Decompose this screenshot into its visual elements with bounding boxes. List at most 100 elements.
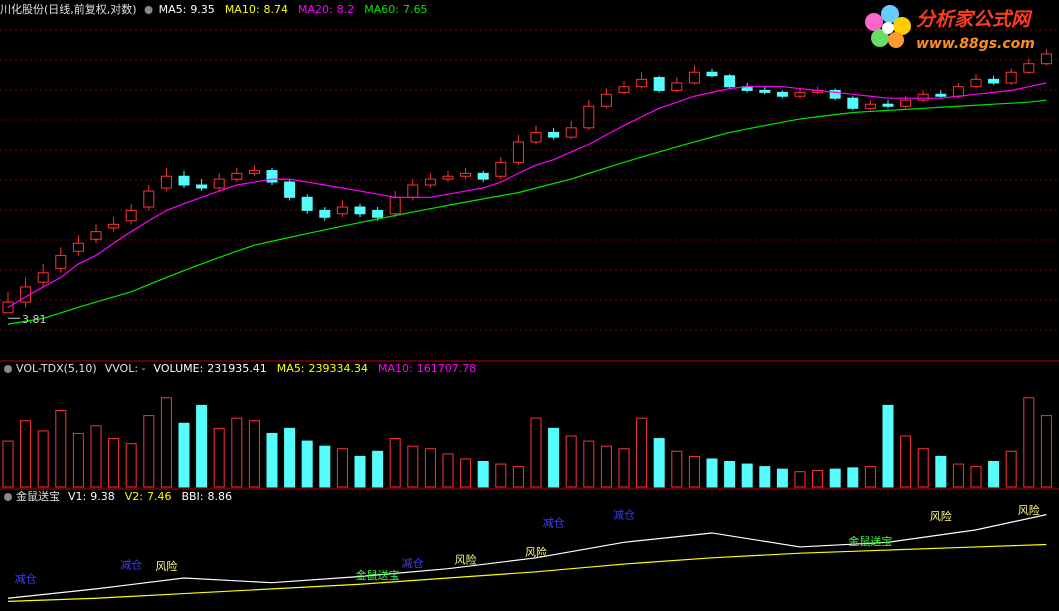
volume-bar bbox=[301, 440, 313, 488]
candle-body bbox=[548, 131, 560, 138]
volume-bar bbox=[372, 450, 384, 488]
annotation: 风险 bbox=[455, 553, 477, 567]
legend-value: 239334.34 bbox=[309, 362, 369, 375]
panel-icon bbox=[4, 493, 12, 501]
candle-body bbox=[794, 91, 806, 97]
annotation: 减仓 bbox=[613, 508, 635, 522]
volume-bar bbox=[935, 455, 947, 488]
logo-center bbox=[882, 22, 894, 34]
logo-title: 分析家公式网 bbox=[916, 9, 1033, 31]
candle-body bbox=[213, 178, 225, 189]
volume-bar bbox=[495, 463, 507, 488]
legend-name: V2: bbox=[125, 490, 143, 503]
annotation: 减仓 bbox=[120, 557, 142, 571]
volume-bar bbox=[741, 463, 753, 488]
volume-bar bbox=[618, 448, 630, 488]
volume-bar bbox=[284, 427, 296, 488]
candle-body bbox=[759, 89, 771, 93]
legend-name: MA10: bbox=[225, 3, 260, 16]
candle-body bbox=[776, 91, 788, 97]
volume-bar bbox=[20, 420, 32, 488]
logo-petal bbox=[871, 29, 889, 47]
candle-body bbox=[583, 105, 595, 129]
candle-body bbox=[530, 131, 542, 143]
volume-bar bbox=[724, 461, 736, 488]
volume-bar bbox=[37, 430, 49, 488]
candle-body bbox=[231, 172, 243, 180]
annotation: 风险 bbox=[930, 509, 952, 523]
volume-bar bbox=[970, 466, 982, 488]
volume-bar bbox=[460, 458, 472, 488]
volume-bar bbox=[776, 468, 788, 488]
volume-bar bbox=[583, 440, 595, 488]
volume-bar bbox=[847, 467, 859, 488]
candle-body bbox=[72, 242, 84, 252]
candle-body bbox=[882, 103, 894, 107]
candle-body bbox=[636, 78, 648, 88]
legend-name: VOLUME: bbox=[154, 362, 204, 375]
legend-value: 231935.41 bbox=[207, 362, 267, 375]
volume-bar bbox=[917, 448, 929, 488]
candle-body bbox=[829, 89, 841, 99]
volume-bar bbox=[512, 466, 524, 488]
volume-bar bbox=[794, 471, 806, 488]
volume-bar bbox=[319, 445, 331, 488]
candle-body bbox=[671, 82, 683, 91]
volume-bar bbox=[900, 435, 912, 488]
annotation: 减仓 bbox=[402, 556, 424, 570]
logo: 分析家公式网 www.88gs.com bbox=[865, 5, 1035, 52]
candle-body bbox=[125, 209, 137, 222]
candle-body bbox=[284, 181, 296, 198]
volume-bar bbox=[424, 448, 436, 488]
volume-bar bbox=[248, 420, 260, 488]
legend-name: MA10: bbox=[378, 362, 413, 375]
panel-title: 金鼠送宝 bbox=[16, 489, 60, 503]
volume-bar bbox=[231, 417, 243, 488]
candle-body bbox=[495, 161, 507, 177]
candle-body bbox=[372, 209, 384, 218]
indicator-line bbox=[7, 543, 1047, 602]
panel-icon bbox=[144, 6, 153, 14]
legend-name: MA20: bbox=[298, 3, 333, 16]
indicator-line bbox=[7, 514, 1047, 599]
volume-bar bbox=[653, 438, 665, 488]
panel-icon bbox=[4, 365, 12, 373]
volume-bar bbox=[442, 453, 454, 488]
legend-value: 7.46 bbox=[147, 490, 172, 503]
candle-body bbox=[724, 75, 736, 88]
panel-title: 川化股份(日线,前复权,对数) bbox=[0, 2, 137, 16]
legend-value: 8.2 bbox=[337, 3, 355, 16]
volume-bar bbox=[548, 427, 560, 488]
candle-body bbox=[600, 93, 612, 107]
volume-bar bbox=[1023, 397, 1035, 488]
legend-name: V1: bbox=[68, 490, 86, 503]
legend-value: 8.86 bbox=[208, 490, 233, 503]
candle-body bbox=[389, 196, 401, 215]
volume-bar bbox=[882, 404, 894, 488]
volume-bar bbox=[196, 404, 208, 488]
legend-value: 7.65 bbox=[403, 3, 428, 16]
candle-body bbox=[266, 170, 278, 183]
volume-bar bbox=[178, 422, 190, 488]
candle-body bbox=[1023, 63, 1035, 73]
volume-bar bbox=[125, 443, 137, 488]
candle-body bbox=[319, 209, 331, 218]
candle-body bbox=[90, 231, 102, 240]
logo-petal bbox=[881, 5, 899, 23]
candle-body bbox=[1040, 53, 1052, 65]
volume-bar bbox=[2, 440, 14, 488]
candle-body bbox=[935, 93, 947, 97]
volume-bar bbox=[1040, 415, 1052, 488]
volume-bar bbox=[864, 466, 876, 488]
candle-body bbox=[108, 223, 120, 229]
candle-body bbox=[1005, 71, 1017, 84]
annotation: 金鼠送宝 bbox=[356, 568, 400, 582]
legend-value: 9.38 bbox=[90, 490, 115, 503]
volume-bar bbox=[688, 455, 700, 488]
panel-subtitle: VVOL: - bbox=[105, 362, 146, 375]
candle-body bbox=[336, 206, 348, 215]
candle-body bbox=[618, 86, 630, 93]
candle-body bbox=[424, 178, 436, 186]
